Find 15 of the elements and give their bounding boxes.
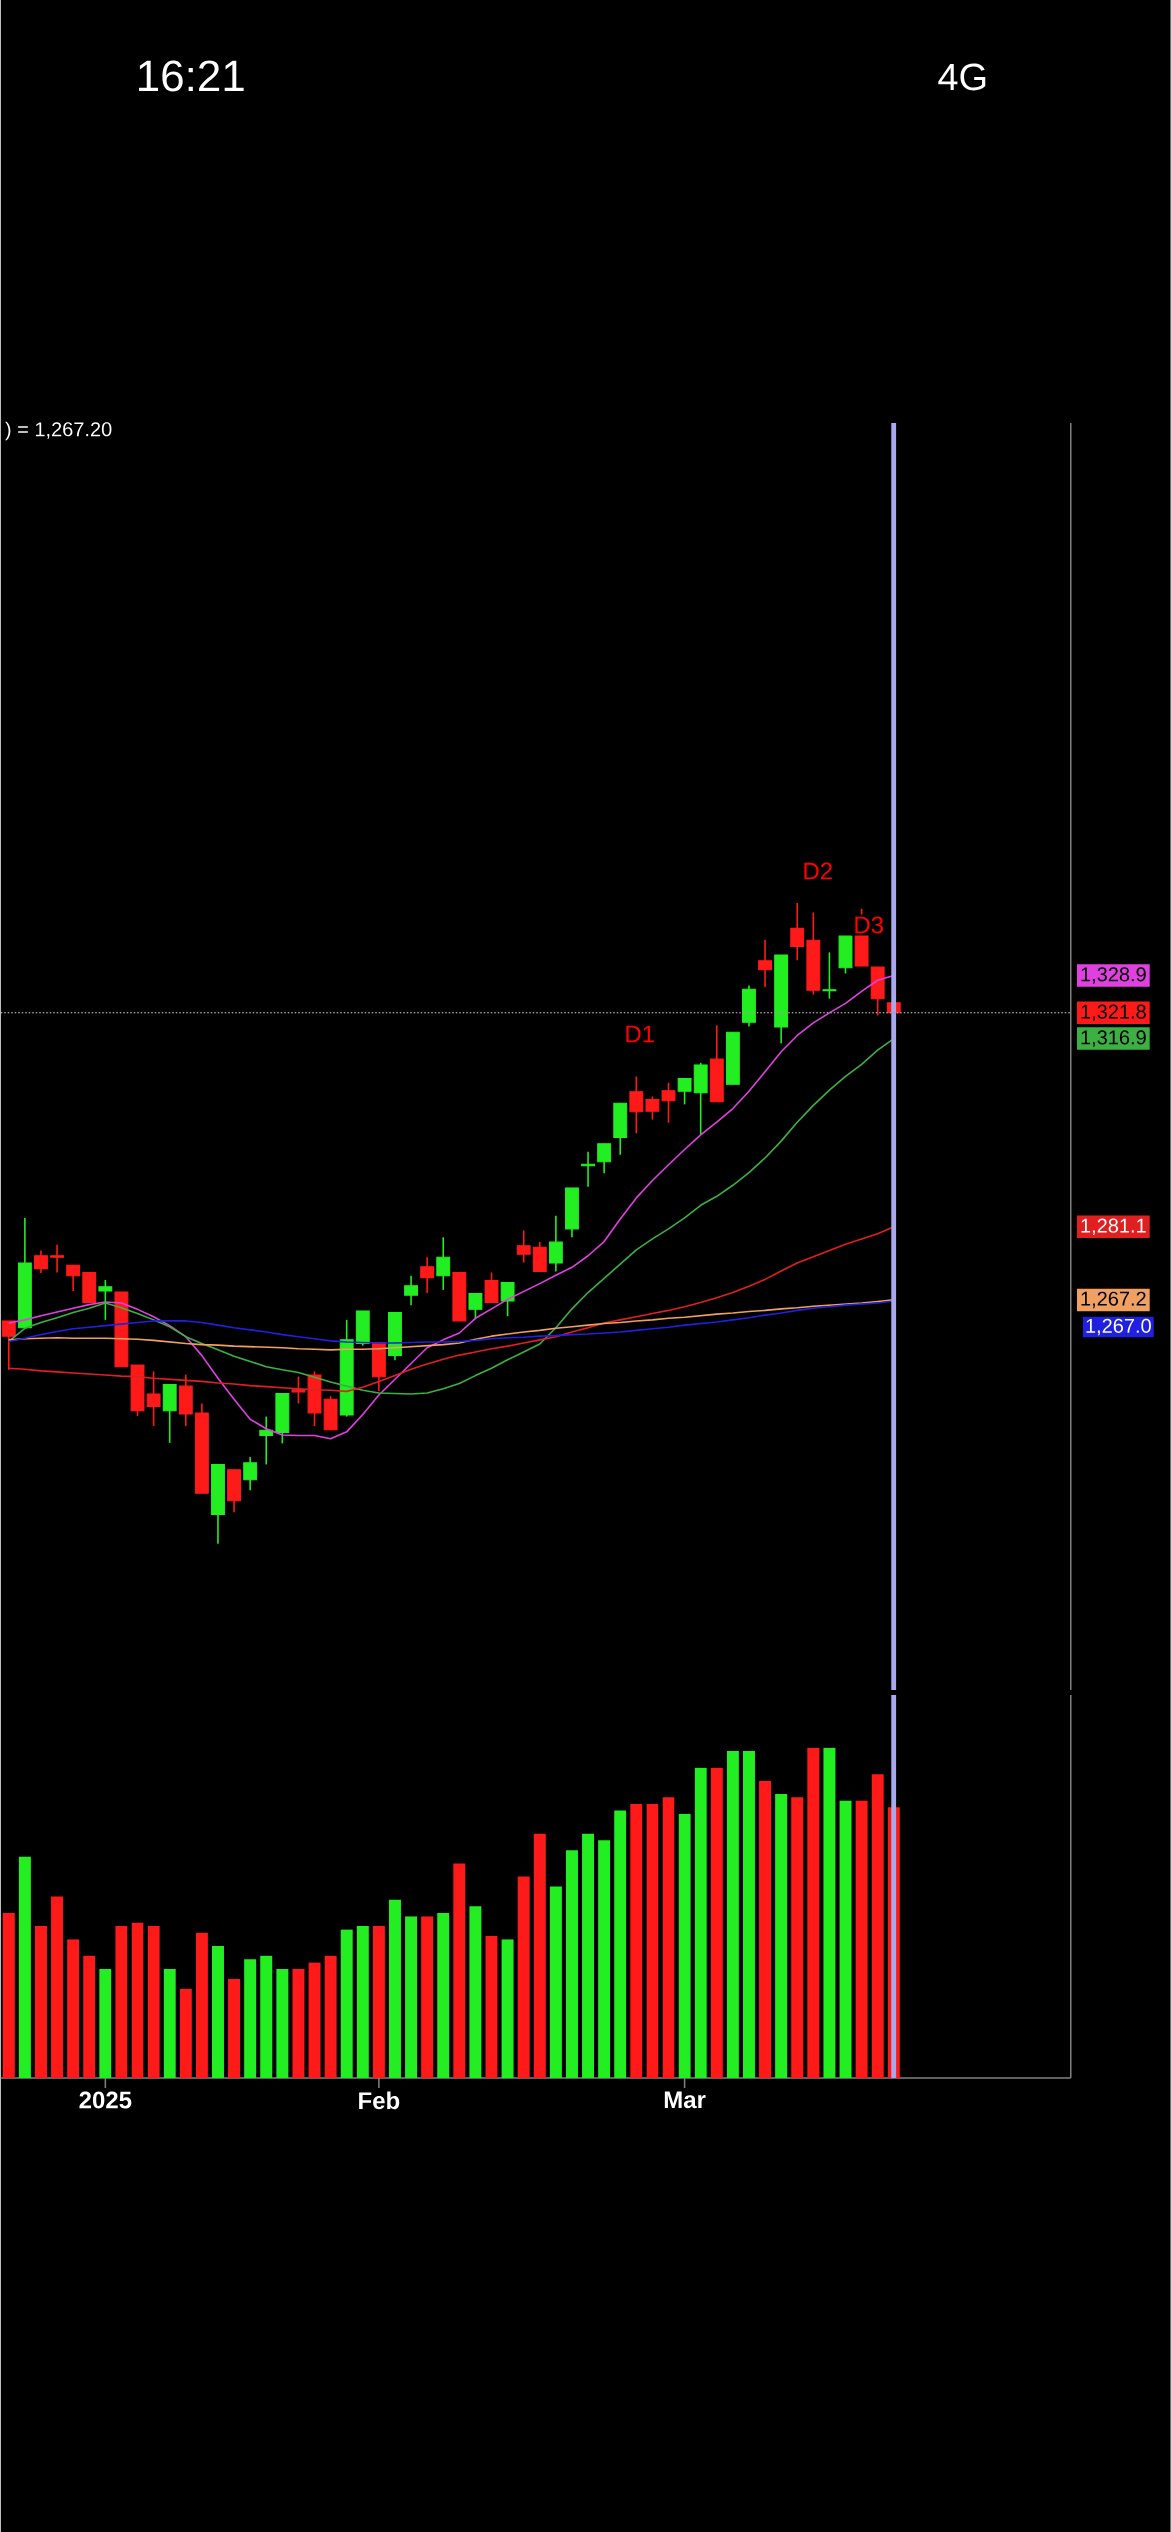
annotation: D3 (855, 916, 884, 934)
text: 16:21 (139, 60, 244, 92)
y-tick-label: 1,328.9 (1081, 967, 1146, 984)
annotation: D2 (804, 862, 833, 880)
x-tick-label: 2025 (79, 2091, 132, 2109)
x-tick-label: Mar (664, 2091, 706, 2109)
annotation: D1 (626, 1025, 655, 1043)
text: 4G (938, 63, 986, 91)
y-tick-label: 1,316.9 (1081, 1030, 1146, 1047)
y-tick-label: 1,321.8 (1081, 1004, 1146, 1022)
text: 1,267.0 (1086, 1318, 1152, 1336)
y-tick-label: 1,267.2 (1081, 1291, 1146, 1309)
y-tick-label: 1,281.1 (1081, 1218, 1146, 1236)
annotation: ) = 1,267.20 (5, 421, 112, 441)
x-tick-label: Feb (359, 2091, 400, 2110)
